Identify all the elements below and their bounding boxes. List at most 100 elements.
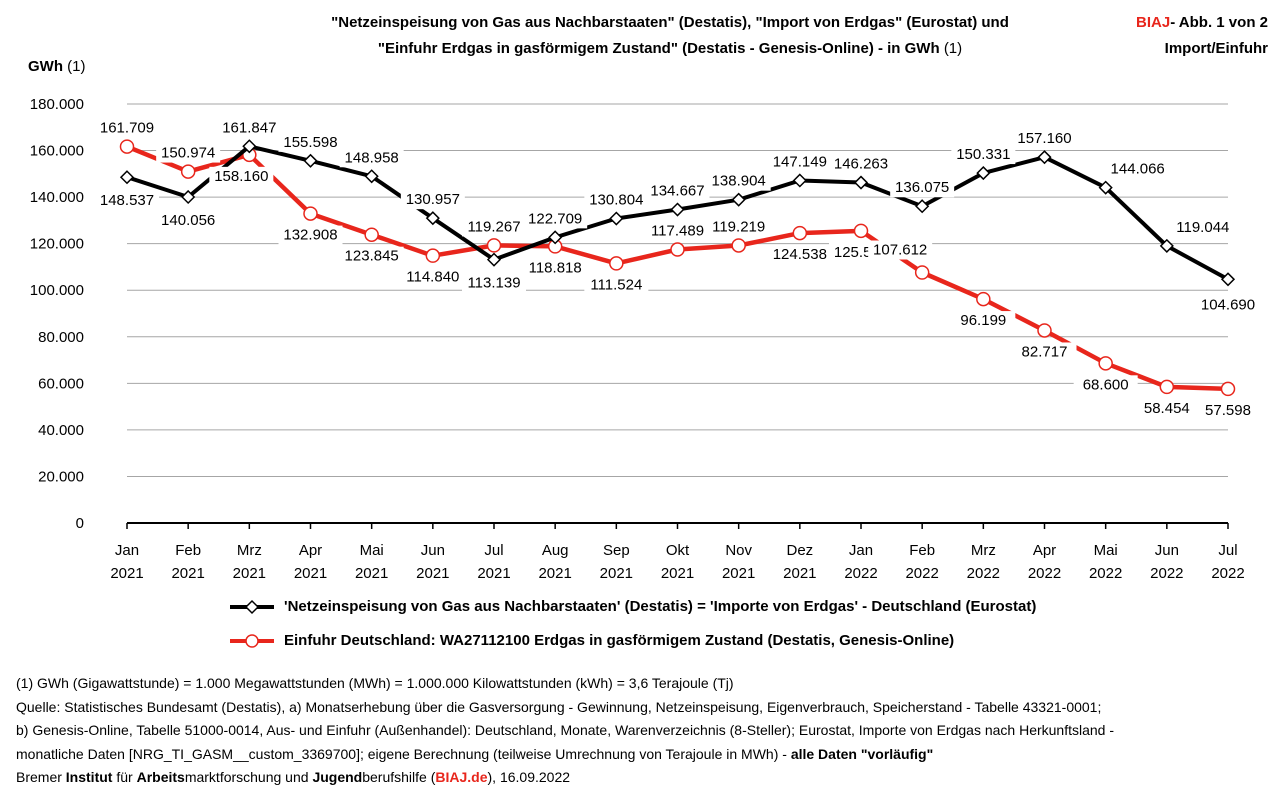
- title-note: (1): [943, 40, 963, 57]
- publisher-link[interactable]: BIAJ.de: [435, 769, 488, 785]
- x-tick-label-year: 2021: [171, 565, 204, 582]
- data-label-einfuhr: 96.199: [960, 312, 1006, 329]
- data-label-netzeinspeisung: 113.139: [467, 275, 520, 292]
- data-label-einfuhr: 118.818: [529, 259, 582, 276]
- point-marker-einfuhr: [1220, 381, 1236, 397]
- x-tick-label-year: 2022: [905, 565, 938, 582]
- publisher-part: berufshilfe (: [362, 769, 436, 785]
- point-marker-einfuhr: [853, 223, 869, 239]
- data-label-background: [584, 190, 649, 210]
- x-tick-label-month: Jan: [115, 542, 139, 559]
- data-label-netzeinspeisung: 155.598: [283, 134, 337, 151]
- data-label-einfuhr: 123.845: [345, 248, 399, 265]
- x-tick-label-month: Dez: [786, 542, 813, 559]
- data-label-netzeinspeisung: 148.537: [100, 192, 154, 209]
- point-marker-einfuhr: [180, 164, 196, 179]
- data-label-netzeinspeisung: 147.149: [773, 153, 827, 170]
- data-label-einfuhr: 150.974: [161, 145, 215, 162]
- data-label-netzeinspeisung: 136.075: [895, 179, 949, 196]
- data-label-netzeinspeisung: 144.066: [1111, 161, 1165, 178]
- footnotes: (1) GWh (Gigawattstunde) = 1.000 Megawat…: [16, 672, 1266, 790]
- point-marker-einfuhr: [1037, 323, 1052, 338]
- data-label-background: [339, 246, 404, 266]
- publisher-part: Bremer: [16, 769, 66, 785]
- title-line-2: "Einfuhr Erdgas in gasförmigem Zustand" …: [240, 36, 1100, 62]
- brand-figure: - Abb. 1 von 2: [1170, 14, 1268, 31]
- note-source-b: b) Genesis-Online, Tabelle 51000-0014, A…: [16, 722, 1115, 738]
- point-marker-einfuhr: [1098, 356, 1113, 371]
- data-label-background: [951, 145, 1016, 165]
- data-label-background: [278, 225, 343, 245]
- note-source-c-text: monatliche Daten [NRG_TI_GASM__custom_33…: [16, 745, 791, 762]
- data-label-background: [523, 258, 588, 278]
- x-tick-label-month: Mrz: [971, 542, 996, 559]
- data-label-background: [829, 154, 893, 174]
- brand-label: BIAJ- Abb. 1 von 2 Import/Einfuhr: [1136, 10, 1268, 62]
- x-tick-label-year: 2021: [416, 565, 449, 582]
- x-tick-label-year: 2022: [1028, 565, 1061, 582]
- data-label-background: [951, 311, 1016, 331]
- data-label-background: [767, 152, 832, 172]
- point-marker-einfuhr: [486, 238, 502, 253]
- point-marker-einfuhr: [425, 248, 441, 263]
- y-tick-label: 60.000: [38, 375, 84, 392]
- point-marker-netzeinspeisung: [670, 202, 685, 217]
- point-marker-einfuhr: [364, 227, 379, 242]
- data-label-netzeinspeisung: 119.044: [1176, 219, 1229, 236]
- y-tick-label: 180.000: [30, 96, 84, 113]
- x-tick-label-year: 2022: [967, 565, 1000, 582]
- data-label-netzeinspeisung: 148.958: [345, 149, 399, 166]
- x-tick-label-month: Mai: [360, 542, 384, 559]
- legend-item-netzeinspeisung: 'Netzeinspeisung von Gas aus Nachbarstaa…: [228, 598, 1036, 615]
- note-unit: (1) GWh (Gigawattstunde) = 1.000 Megawat…: [16, 675, 734, 691]
- data-label-background: [400, 267, 465, 287]
- data-label-background: [645, 221, 710, 241]
- point-marker-netzeinspeisung: [731, 192, 746, 207]
- title-line-2-text: "Einfuhr Erdgas in gasförmigem Zustand" …: [377, 40, 940, 57]
- x-tick-label-year: 2021: [538, 565, 571, 582]
- point-marker-einfuhr: [670, 242, 685, 257]
- y-tick-label: 0: [76, 515, 84, 532]
- data-label-einfuhr: 68.600: [1083, 376, 1129, 393]
- point-marker-einfuhr: [914, 265, 930, 280]
- data-label-einfuhr: 124.538: [773, 246, 827, 263]
- x-tick-label-month: Jun: [1155, 542, 1179, 559]
- point-marker-einfuhr: [976, 291, 991, 307]
- x-tick-label-year: 2021: [722, 565, 755, 582]
- x-tick-label-year: 2021: [661, 565, 694, 582]
- legend-label-einfuhr: Einfuhr Deutschland: WA27112100 Erdgas i…: [284, 632, 955, 649]
- x-tick-label-month: Apr: [1033, 542, 1056, 559]
- brand-name: BIAJ: [1136, 14, 1171, 31]
- x-tick-label-month: Nov: [725, 542, 752, 559]
- point-marker-einfuhr: [792, 225, 808, 241]
- point-marker-netzeinspeisung: [915, 199, 930, 214]
- point-marker-einfuhr: [731, 238, 746, 253]
- x-tick-label-year: 2021: [110, 565, 143, 582]
- data-label-netzeinspeisung: 130.957: [406, 191, 460, 208]
- point-marker-netzeinspeisung: [1220, 272, 1236, 287]
- data-label-netzeinspeisung: 157.160: [1017, 130, 1071, 147]
- data-label-background: [95, 191, 159, 211]
- publisher-part: Jugend: [312, 769, 363, 785]
- point-marker-netzeinspeisung: [792, 173, 807, 188]
- data-label-background: [767, 245, 832, 265]
- data-label-einfuhr: 161.709: [100, 120, 154, 137]
- data-label-background: [462, 217, 526, 237]
- point-marker-netzeinspeisung: [364, 169, 379, 184]
- point-marker-einfuhr: [1159, 379, 1175, 395]
- x-tick-label-year: 2021: [355, 565, 388, 582]
- point-marker-netzeinspeisung: [1037, 150, 1052, 165]
- brand-line-2: Import/Einfuhr: [1164, 40, 1268, 57]
- data-label-background: [156, 210, 221, 230]
- data-label-background: [706, 217, 771, 237]
- x-tick-label-month: Jun: [421, 542, 445, 559]
- data-label-einfuhr: 82.717: [1022, 343, 1068, 360]
- point-marker-netzeinspeisung: [181, 189, 196, 205]
- data-label-netzeinspeisung: 146.263: [834, 156, 888, 173]
- data-label-netzeinspeisung: 161.847: [222, 119, 276, 136]
- data-label-background: [523, 209, 588, 229]
- publisher-date: ), 16.09.2022: [487, 769, 571, 785]
- data-label-einfuhr: 119.267: [467, 218, 520, 235]
- data-label-background: [95, 118, 159, 138]
- line-chart: 0 20.000 40.000 60.000 80.000 100.000 120.000 1…: [29, 96, 1256, 582]
